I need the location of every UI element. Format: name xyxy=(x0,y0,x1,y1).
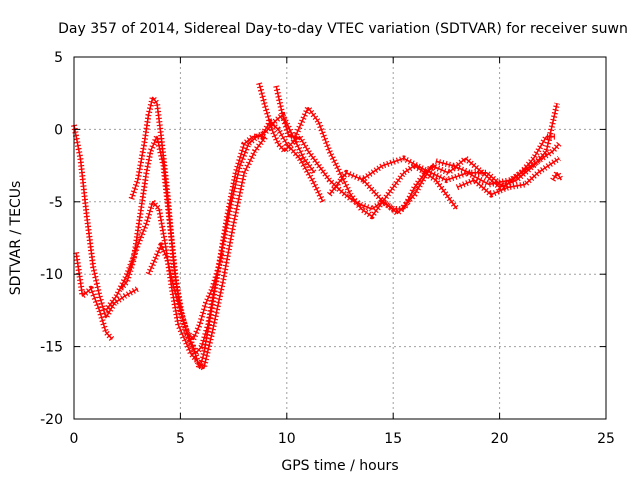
chart-title: Day 357 of 2014, Sidereal Day-to-day VTE… xyxy=(58,21,628,37)
y-tick-label: -20 xyxy=(40,412,63,428)
series-trace-1 xyxy=(71,124,140,321)
series-markers-trace-7 xyxy=(256,82,460,212)
series-markers-trace-2 xyxy=(73,252,115,342)
series-markers-trace-9 xyxy=(327,102,561,217)
series-trace-13 xyxy=(550,169,564,182)
series-line-trace-9 xyxy=(328,103,558,215)
series-markers-trace-10 xyxy=(359,141,562,188)
series-trace-9 xyxy=(327,102,561,217)
y-tick-label: -5 xyxy=(49,195,63,211)
series-markers-trace-1 xyxy=(71,124,140,321)
series-trace-2 xyxy=(73,252,115,342)
y-tick-label: 5 xyxy=(54,50,63,66)
plot-frame xyxy=(73,56,607,420)
series-trace-10 xyxy=(359,141,562,188)
series-markers-trace-12 xyxy=(455,155,561,198)
series-markers-trace-3 xyxy=(128,94,326,372)
y-tick-label: -10 xyxy=(40,267,63,283)
series-line-trace-1 xyxy=(73,124,139,319)
x-tick-label: 20 xyxy=(491,431,509,447)
x-tick-label: 0 xyxy=(70,431,79,447)
data-series xyxy=(71,82,564,372)
series-trace-12 xyxy=(455,155,561,198)
x-tick-label: 15 xyxy=(384,431,402,447)
axis-ticks: 0 5 10 15 20 25 -20 -15 -10 -5 0 5 xyxy=(40,50,615,447)
series-trace-7 xyxy=(256,82,460,212)
series-trace-6 xyxy=(145,242,226,343)
series-line-trace-7 xyxy=(258,82,458,210)
series-markers-trace-13 xyxy=(550,169,564,182)
grid xyxy=(74,57,606,419)
y-tick-label: -15 xyxy=(40,340,63,356)
x-tick-label: 10 xyxy=(278,431,296,447)
series-trace-3 xyxy=(128,94,326,372)
y-tick-label: 0 xyxy=(54,122,63,138)
series-line-trace-5 xyxy=(105,136,267,370)
series-line-trace-6 xyxy=(147,244,224,341)
series-trace-5 xyxy=(103,134,268,372)
x-tick-label: 25 xyxy=(597,431,615,447)
x-axis-label: GPS time / hours xyxy=(281,458,398,474)
x-tick-label: 5 xyxy=(176,431,185,447)
y-axis-label: SDTVAR / TECUs xyxy=(8,181,24,296)
